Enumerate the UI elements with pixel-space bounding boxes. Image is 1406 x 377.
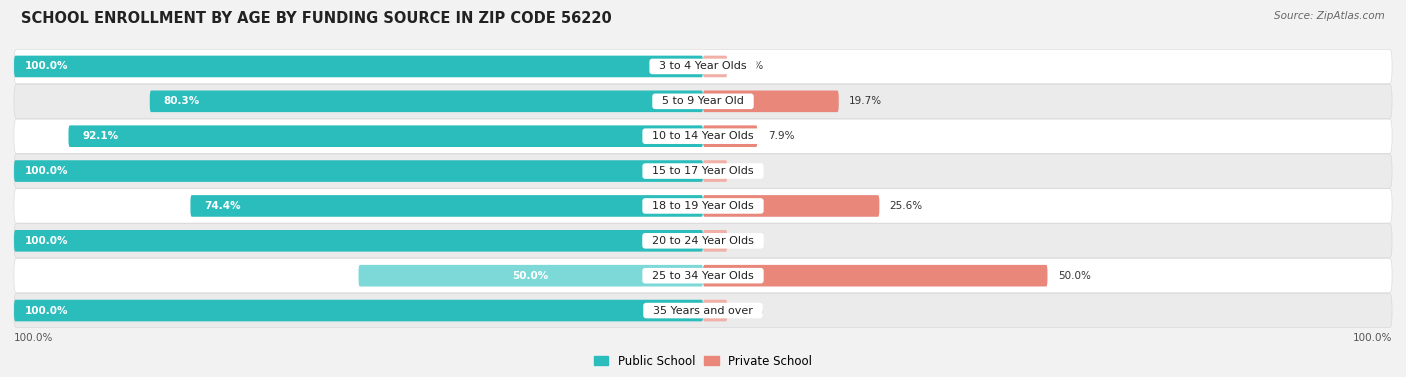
Text: 100.0%: 100.0% [24, 236, 67, 246]
FancyBboxPatch shape [703, 265, 1047, 287]
FancyBboxPatch shape [14, 224, 1392, 258]
FancyBboxPatch shape [359, 265, 703, 287]
FancyBboxPatch shape [14, 189, 1392, 223]
Text: 5 to 9 Year Old: 5 to 9 Year Old [655, 96, 751, 106]
FancyBboxPatch shape [190, 195, 703, 217]
FancyBboxPatch shape [703, 90, 839, 112]
FancyBboxPatch shape [703, 300, 727, 321]
FancyBboxPatch shape [14, 49, 1392, 84]
FancyBboxPatch shape [703, 230, 727, 251]
Text: Source: ZipAtlas.com: Source: ZipAtlas.com [1274, 11, 1385, 21]
Text: 15 to 17 Year Olds: 15 to 17 Year Olds [645, 166, 761, 176]
Text: 92.1%: 92.1% [83, 131, 118, 141]
FancyBboxPatch shape [14, 300, 703, 321]
Text: 100.0%: 100.0% [24, 166, 67, 176]
FancyBboxPatch shape [703, 56, 727, 77]
Text: 74.4%: 74.4% [204, 201, 240, 211]
FancyBboxPatch shape [14, 154, 1392, 188]
Text: 3 to 4 Year Olds: 3 to 4 Year Olds [652, 61, 754, 72]
Text: 100.0%: 100.0% [14, 333, 53, 343]
Text: 10 to 14 Year Olds: 10 to 14 Year Olds [645, 131, 761, 141]
Text: 50.0%: 50.0% [1057, 271, 1091, 281]
FancyBboxPatch shape [14, 84, 1392, 118]
Text: 25 to 34 Year Olds: 25 to 34 Year Olds [645, 271, 761, 281]
FancyBboxPatch shape [14, 259, 1392, 293]
FancyBboxPatch shape [14, 119, 1392, 153]
Text: 25.6%: 25.6% [890, 201, 922, 211]
Text: 100.0%: 100.0% [1353, 333, 1392, 343]
FancyBboxPatch shape [69, 126, 703, 147]
FancyBboxPatch shape [14, 56, 703, 77]
FancyBboxPatch shape [703, 195, 879, 217]
Text: 80.3%: 80.3% [163, 96, 200, 106]
Text: 0.0%: 0.0% [738, 305, 763, 316]
Text: 0.0%: 0.0% [738, 236, 763, 246]
FancyBboxPatch shape [150, 90, 703, 112]
FancyBboxPatch shape [703, 126, 758, 147]
Legend: Public School, Private School: Public School, Private School [589, 350, 817, 372]
Text: 35 Years and over: 35 Years and over [647, 305, 759, 316]
FancyBboxPatch shape [14, 293, 1392, 328]
Text: 0.0%: 0.0% [738, 166, 763, 176]
Text: 7.9%: 7.9% [768, 131, 794, 141]
Text: 19.7%: 19.7% [849, 96, 882, 106]
Text: SCHOOL ENROLLMENT BY AGE BY FUNDING SOURCE IN ZIP CODE 56220: SCHOOL ENROLLMENT BY AGE BY FUNDING SOUR… [21, 11, 612, 26]
Text: 18 to 19 Year Olds: 18 to 19 Year Olds [645, 201, 761, 211]
FancyBboxPatch shape [14, 230, 703, 251]
Text: 100.0%: 100.0% [24, 305, 67, 316]
FancyBboxPatch shape [703, 160, 727, 182]
Text: 50.0%: 50.0% [513, 271, 548, 281]
Text: 0.0%: 0.0% [738, 61, 763, 72]
Text: 100.0%: 100.0% [24, 61, 67, 72]
FancyBboxPatch shape [14, 160, 703, 182]
Text: 20 to 24 Year Olds: 20 to 24 Year Olds [645, 236, 761, 246]
